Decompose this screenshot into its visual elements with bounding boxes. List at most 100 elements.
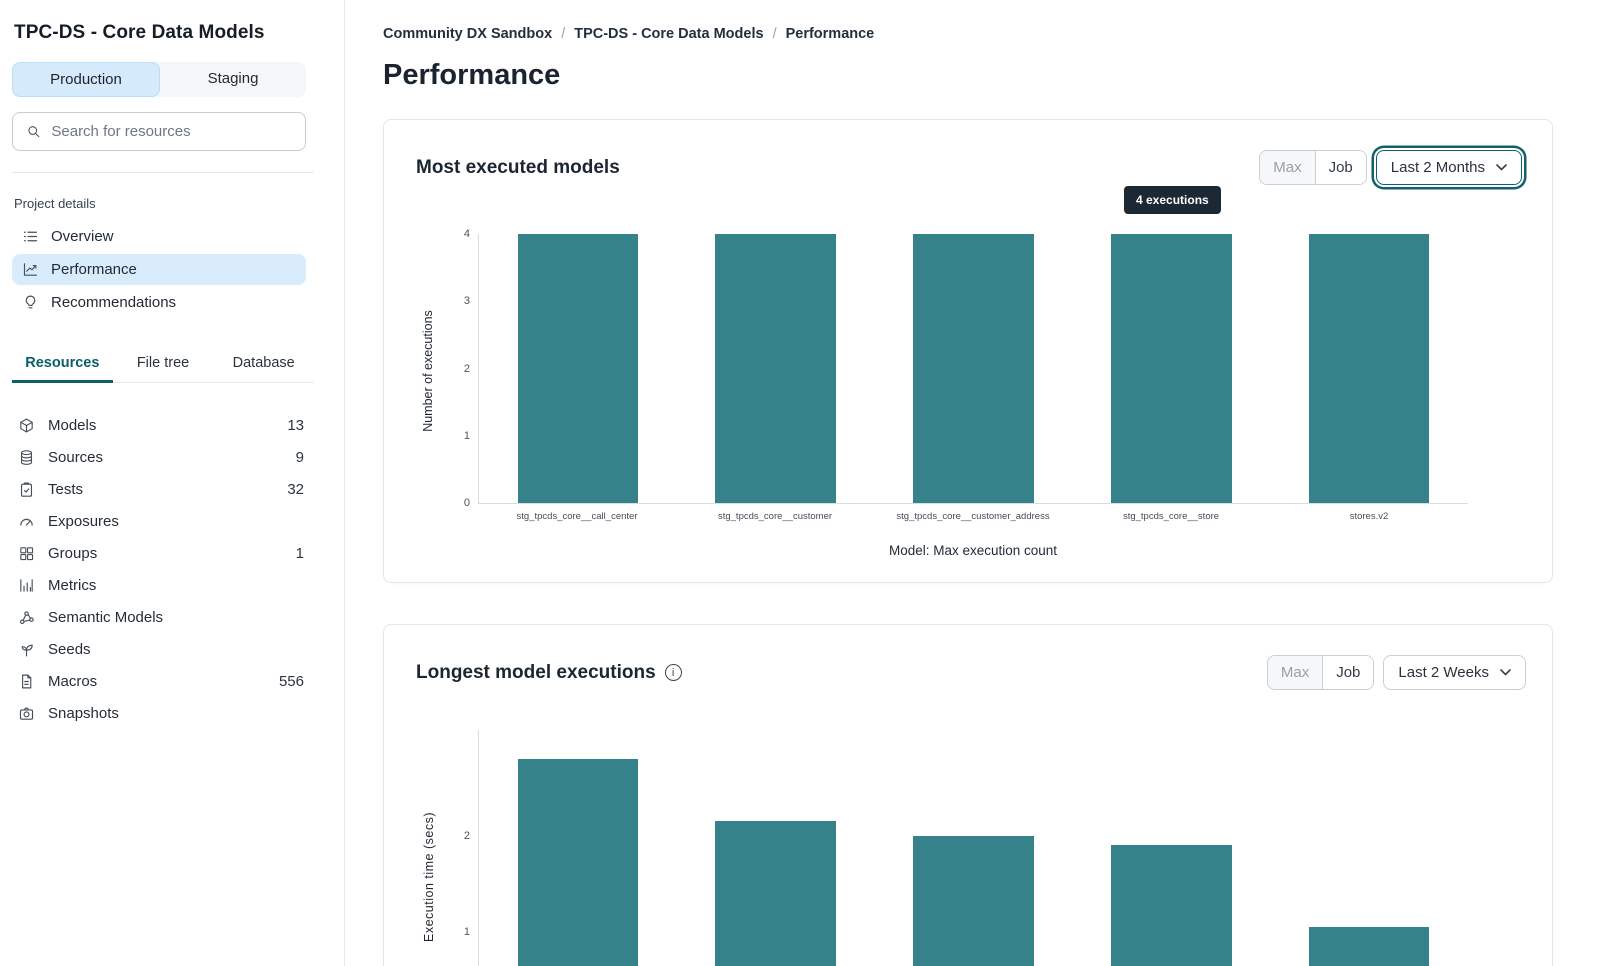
grid-icon — [20, 546, 34, 560]
y-tick-label: 1 — [463, 429, 470, 442]
bar[interactable] — [517, 758, 639, 966]
page-title: Performance — [383, 59, 561, 91]
bar[interactable] — [1110, 234, 1232, 503]
bar-slot — [677, 234, 875, 503]
cube-icon — [20, 418, 33, 432]
tab-production[interactable]: Production — [12, 62, 160, 97]
card-most-executed-models: Most executed models Max Job Last 2 Mont… — [383, 119, 1553, 583]
list-icon — [23, 231, 38, 242]
tab-file-tree[interactable]: File tree — [136, 355, 190, 371]
y-axis-label: Execution time (secs) — [422, 812, 436, 942]
search-box[interactable] — [12, 112, 306, 151]
resource-tabs: Resources File tree Database — [12, 346, 314, 383]
resource-row-sources[interactable]: Sources 9 — [12, 441, 308, 473]
bar-slot — [479, 730, 677, 966]
y-tick-label: 1 — [463, 925, 470, 938]
bar-chart-most-executed: Number of executions 0 1 2 3 4 stg_tpcds_cor… — [384, 228, 1552, 558]
resource-count: 13 — [287, 416, 304, 434]
bar[interactable] — [913, 234, 1034, 503]
x-axis-title: Model: Max execution count — [888, 543, 1058, 558]
x-tick-label: stg_tpcds_core__store — [1122, 511, 1220, 522]
resource-label: Snapshots — [48, 704, 119, 722]
bar-slot — [875, 234, 1073, 503]
resource-row-snapshots[interactable]: Snapshots — [12, 697, 308, 729]
y-tick-label: 4 — [463, 228, 470, 240]
resource-row-seeds[interactable]: Seeds — [12, 633, 308, 665]
chart-title-text: Longest model executions — [416, 661, 656, 683]
bar-chart-icon — [20, 578, 33, 592]
x-tick-label: stg_tpcds_core__customer — [717, 511, 833, 522]
bar[interactable] — [1110, 845, 1232, 966]
resource-label: Metrics — [48, 576, 97, 594]
max-button[interactable]: Max — [1267, 656, 1324, 689]
bar[interactable] — [715, 821, 837, 966]
card-longest-model-executions: Longest model executions i Max Job Last … — [383, 624, 1553, 966]
lightbulb-icon — [25, 295, 36, 309]
card-header: Longest model executions i Max Job Last … — [384, 625, 1552, 690]
sidebar-item-label: Overview — [51, 228, 114, 245]
clipboard-check-icon — [20, 482, 33, 497]
resource-row-groups[interactable]: Groups 1 — [12, 537, 308, 569]
max-job-toggle: Max Job — [1266, 655, 1375, 690]
resource-label: Seeds — [48, 640, 91, 658]
tab-database[interactable]: Database — [232, 355, 295, 371]
database-icon — [20, 449, 33, 465]
resource-label: Macros — [48, 672, 98, 690]
y-tick-label: 0 — [463, 497, 470, 509]
resource-label: Groups — [48, 544, 98, 562]
resource-count: 556 — [278, 672, 304, 690]
breadcrumb-separator: / — [772, 26, 777, 42]
resource-count: 32 — [287, 480, 304, 498]
x-tick-label: stores.v2 — [1349, 511, 1389, 522]
info-icon[interactable]: i — [664, 664, 682, 681]
job-button[interactable]: Job — [1315, 151, 1366, 184]
project-details-label: Project details — [14, 196, 96, 211]
plot-area: 0 1 2 3 4 — [464, 228, 1468, 509]
max-button[interactable]: Max — [1260, 151, 1316, 184]
bar-slot — [1072, 730, 1270, 966]
tab-resources[interactable]: Resources — [12, 346, 113, 383]
resource-label: Tests — [48, 480, 84, 498]
y-tick-label: 2 — [463, 362, 470, 375]
breadcrumb: Community DX Sandbox / TPC-DS - Core Dat… — [383, 26, 1553, 42]
bar-slot — [1072, 234, 1270, 503]
chevron-down-icon — [1500, 669, 1511, 676]
sidebar-item-overview[interactable]: Overview — [12, 221, 306, 252]
bar-slot — [1270, 234, 1468, 503]
breadcrumb-current: Performance — [785, 26, 875, 42]
nodes-icon — [19, 610, 34, 624]
search-input[interactable] — [51, 123, 292, 140]
sidebar-item-recommendations[interactable]: Recommendations — [12, 287, 306, 318]
bar[interactable] — [1308, 234, 1430, 503]
date-range-select[interactable]: Last 2 Weeks — [1383, 655, 1526, 690]
x-tick-label: stg_tpcds_core__call_center — [516, 511, 638, 522]
resource-row-macros[interactable]: Macros 556 — [12, 665, 308, 697]
x-axis-tick-labels: stg_tpcds_core__call_center stg_tpcds_cor… — [478, 511, 1468, 522]
bar[interactable] — [1308, 927, 1430, 966]
bar[interactable] — [913, 835, 1034, 966]
resource-label: Models — [48, 416, 97, 434]
resource-row-models[interactable]: Models 13 — [12, 409, 308, 441]
resource-count: 1 — [295, 544, 304, 562]
chart-title: Most executed models — [416, 156, 620, 178]
environment-toggle: Production Staging — [12, 62, 306, 97]
breadcrumb-link-project[interactable]: TPC-DS - Core Data Models — [574, 26, 764, 42]
tab-staging[interactable]: Staging — [207, 70, 259, 87]
card-header: Most executed models Max Job Last 2 Mont… — [384, 120, 1552, 185]
bar[interactable] — [715, 234, 837, 503]
job-button[interactable]: Job — [1323, 656, 1374, 689]
bar-slot — [875, 730, 1073, 966]
resource-row-metrics[interactable]: Metrics — [12, 569, 308, 601]
sidebar-item-performance[interactable]: Performance — [12, 254, 306, 285]
bar-slot — [677, 730, 875, 966]
resource-row-tests[interactable]: Tests 32 — [12, 473, 308, 505]
y-tick-label: 3 — [463, 295, 470, 308]
resource-row-exposures[interactable]: Exposures — [12, 505, 308, 537]
bar[interactable] — [517, 234, 639, 503]
date-range-select[interactable]: Last 2 Months — [1375, 150, 1522, 185]
camera-icon — [19, 707, 34, 720]
breadcrumb-link-account[interactable]: Community DX Sandbox — [383, 26, 553, 42]
chart-controls: Max Job Last 2 Weeks — [1266, 655, 1526, 690]
resource-row-semantic-models[interactable]: Semantic Models — [12, 601, 308, 633]
resource-label: Semantic Models — [48, 608, 164, 626]
